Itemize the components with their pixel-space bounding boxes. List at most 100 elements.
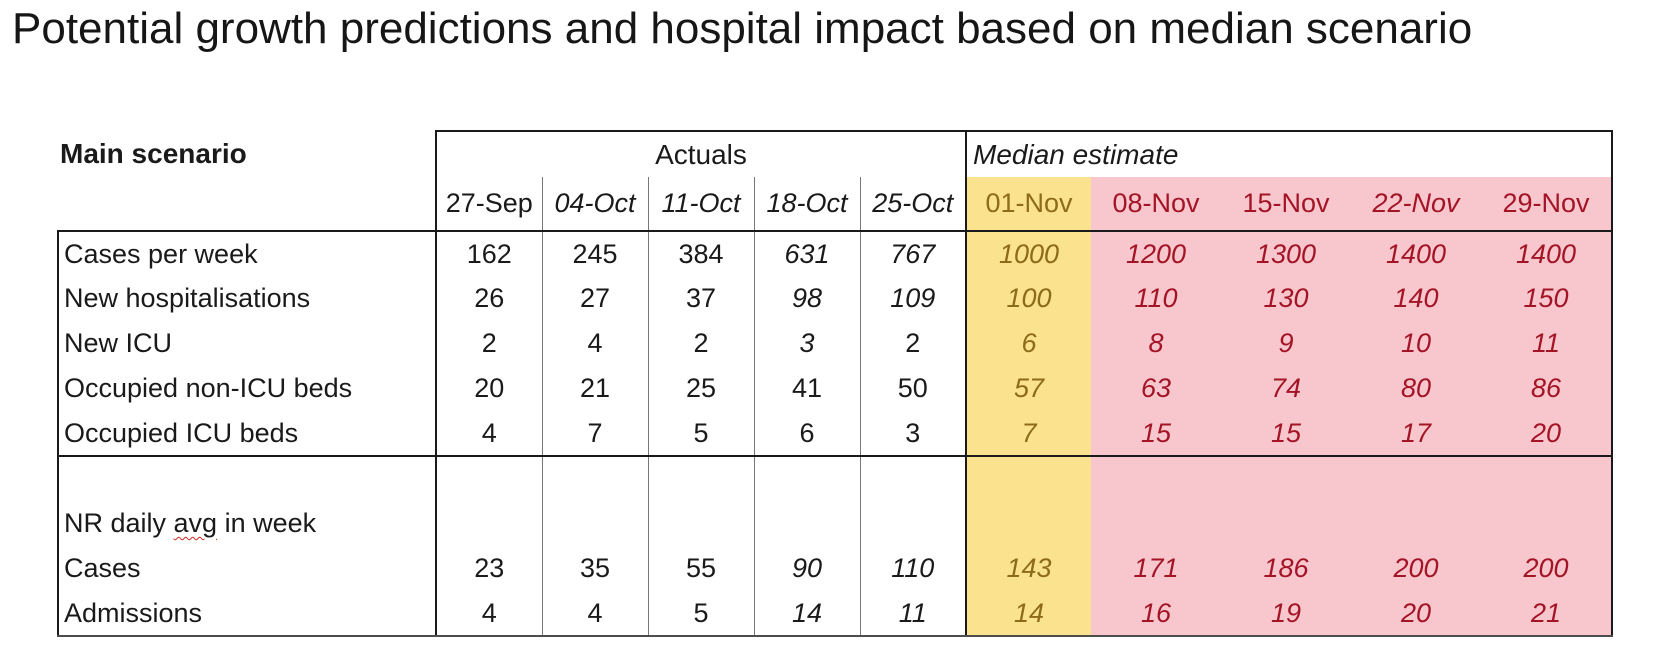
data-cell <box>965 456 1091 501</box>
data-cell <box>541 456 648 501</box>
data-cell: 2 <box>435 321 542 366</box>
row-label: Occupied ICU beds <box>57 411 436 457</box>
data-cell: 25 <box>647 366 754 411</box>
column-header-22-nov: 22-Nov <box>1351 177 1481 232</box>
data-cell: 1400 <box>1351 231 1481 276</box>
data-cell <box>541 501 648 546</box>
scenario-table: Main scenario Actuals Median estimate 27… <box>57 130 1613 637</box>
data-cell: 110 <box>1091 276 1221 321</box>
data-cell <box>753 501 860 546</box>
data-cell <box>859 501 966 546</box>
data-cell: 200 <box>1351 546 1481 591</box>
page-title: Potential growth predictions and hospita… <box>12 4 1473 53</box>
table-row: Cases 23 35 55 90 110 143 171 186 200 200 <box>57 546 1613 591</box>
table-row: Occupied ICU beds 4 7 5 6 3 7 15 15 17 20 <box>57 411 1613 457</box>
data-cell: 767 <box>859 231 966 276</box>
data-cell: 86 <box>1481 366 1613 411</box>
data-cell: 63 <box>1091 366 1221 411</box>
data-cell: 50 <box>859 366 966 411</box>
data-cell: 80 <box>1351 366 1481 411</box>
row-label: Cases <box>57 546 436 591</box>
data-cell: 14 <box>753 591 860 637</box>
table-row: Occupied non-ICU beds 20 21 25 41 50 57 63 74 80 8… <box>57 366 1613 411</box>
table-row: NR daily avg in week <box>57 501 1613 546</box>
data-cell: 15 <box>1221 411 1351 457</box>
date-header-row: 27-Sep 04-Oct 11-Oct 18-Oct 25-Oct 01-Nov 08-N… <box>58 177 1613 232</box>
data-cell: 2 <box>859 321 966 366</box>
data-cell: 245 <box>541 231 648 276</box>
data-cell: 57 <box>965 366 1091 411</box>
data-cell <box>1221 456 1351 501</box>
data-cell: 27 <box>541 276 648 321</box>
data-cell: 6 <box>965 321 1091 366</box>
data-cell: 143 <box>965 546 1091 591</box>
data-cell: 140 <box>1351 276 1481 321</box>
data-cell: 90 <box>753 546 860 591</box>
data-cell: 21 <box>1481 591 1613 637</box>
data-cell <box>1221 501 1351 546</box>
group-header-row: Main scenario Actuals Median estimate <box>58 130 1613 177</box>
row-label: Cases per week <box>57 231 436 276</box>
data-cell: 6 <box>753 411 860 457</box>
column-header-25-oct: 25-Oct <box>859 177 966 232</box>
data-cell: 1400 <box>1481 231 1613 276</box>
data-cell: 384 <box>647 231 754 276</box>
data-cell: 4 <box>435 591 542 637</box>
data-cell <box>647 456 754 501</box>
actuals-group-header: Actuals <box>435 130 966 177</box>
column-header-11-oct: 11-Oct <box>647 177 754 232</box>
column-header-27-sep: 27-Sep <box>435 177 542 232</box>
data-cell: 3 <box>859 411 966 457</box>
data-cell: 109 <box>859 276 966 321</box>
data-cell: 162 <box>435 231 542 276</box>
data-cell <box>965 501 1091 546</box>
data-cell: 4 <box>435 411 542 457</box>
data-cell <box>1091 456 1221 501</box>
data-cell: 1000 <box>965 231 1091 276</box>
data-cell: 20 <box>1351 591 1481 637</box>
data-cell: 14 <box>965 591 1091 637</box>
data-cell: 130 <box>1221 276 1351 321</box>
data-cell: 19 <box>1221 591 1351 637</box>
row-label: Admissions <box>57 591 436 637</box>
data-cell: 1300 <box>1221 231 1351 276</box>
data-cell: 110 <box>859 546 966 591</box>
data-cell: 7 <box>965 411 1091 457</box>
table-row: Admissions 4 4 5 14 11 14 16 19 20 21 <box>57 591 1613 637</box>
data-cell: 26 <box>435 276 542 321</box>
data-cell: 23 <box>435 546 542 591</box>
table-row: New ICU 2 4 2 3 2 6 8 9 10 11 <box>57 321 1613 366</box>
data-cell: 5 <box>647 591 754 637</box>
data-cell: 200 <box>1481 546 1613 591</box>
data-cell: 41 <box>753 366 860 411</box>
row-label: Occupied non-ICU beds <box>57 366 436 411</box>
table-row: Cases per week 162 245 384 631 767 1000 1200 130… <box>57 231 1613 276</box>
data-cell: 631 <box>753 231 860 276</box>
data-cell <box>1481 456 1613 501</box>
column-header-18-oct: 18-Oct <box>753 177 860 232</box>
data-cell <box>753 456 860 501</box>
row-label <box>57 456 436 501</box>
data-cell: 4 <box>541 591 648 637</box>
spellcheck-squiggle: avg <box>173 508 218 538</box>
data-cell: 15 <box>1091 411 1221 457</box>
main-scenario-label: Main scenario <box>60 138 247 169</box>
data-cell: 5 <box>647 411 754 457</box>
data-cell: 1200 <box>1091 231 1221 276</box>
data-cell: 10 <box>1351 321 1481 366</box>
data-cell: 7 <box>541 411 648 457</box>
data-cell <box>435 456 542 501</box>
data-cell: 2 <box>647 321 754 366</box>
data-cell: 9 <box>1221 321 1351 366</box>
data-cell: 4 <box>541 321 648 366</box>
blank-corner-cell <box>58 177 436 232</box>
data-cell: 150 <box>1481 276 1613 321</box>
table-row: New hospitalisations 26 27 37 98 109 100 110 130… <box>57 276 1613 321</box>
column-header-08-nov: 08-Nov <box>1091 177 1221 232</box>
row-label: New hospitalisations <box>57 276 436 321</box>
data-cell <box>435 501 542 546</box>
data-cell: 11 <box>1481 321 1613 366</box>
data-cell <box>1091 501 1221 546</box>
table-row <box>57 456 1613 501</box>
